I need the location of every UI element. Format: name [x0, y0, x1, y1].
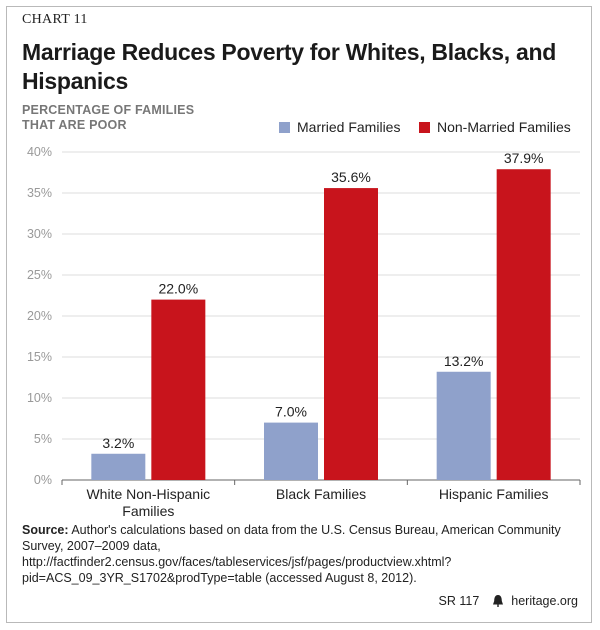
- y-tick-label: 35%: [27, 186, 52, 200]
- bar: [151, 299, 206, 480]
- data-label: 35.6%: [331, 169, 371, 185]
- source-label: Source:: [22, 523, 69, 537]
- chart-number: CHART 11: [22, 12, 88, 27]
- data-label: 7.0%: [275, 404, 307, 420]
- source-note: Source: Author's calculations based on d…: [22, 522, 582, 586]
- legend-swatch-married: [279, 121, 290, 133]
- bar: [436, 371, 491, 480]
- data-label: 37.9%: [504, 150, 544, 166]
- legend-label-non-married: Non-Married Families: [437, 119, 571, 135]
- legend-swatch-non-married: [419, 121, 430, 133]
- data-label: 13.2%: [444, 353, 484, 369]
- y-tick-label: 40%: [27, 145, 52, 159]
- report-id: SR 117: [438, 594, 480, 608]
- source-text: Author's calculations based on data from…: [22, 523, 561, 585]
- y-tick-label: 0%: [34, 473, 52, 487]
- y-tick-label: 10%: [27, 391, 52, 405]
- bar: [324, 188, 378, 480]
- y-tick-label: 25%: [27, 268, 52, 282]
- y-tick-label: 20%: [27, 309, 52, 323]
- x-tick-label: Black Families: [276, 486, 366, 502]
- site-name: heritage.org: [511, 594, 578, 608]
- y-tick-label: 30%: [27, 227, 52, 241]
- y-tick-label: 15%: [27, 350, 52, 364]
- y-tick-label: 5%: [34, 432, 52, 446]
- x-tick-label: Families: [122, 503, 174, 519]
- x-tick-label: Hispanic Families: [439, 486, 549, 502]
- chart-title: Marriage Reduces Poverty for Whites, Bla…: [22, 39, 556, 94]
- bar: [91, 453, 146, 480]
- y-axis-title: PERCENTAGE OF FAMILIES THAT ARE POOR: [22, 103, 195, 132]
- liberty-bell-icon: [493, 595, 504, 607]
- chart-frame: [6, 6, 592, 623]
- data-label: 22.0%: [158, 281, 198, 297]
- footer: SR 117 heritage.org: [439, 594, 578, 608]
- bar: [496, 169, 551, 480]
- legend-item-non-married: Non-Married Families: [419, 119, 571, 135]
- legend-item-married: Married Families: [279, 119, 400, 135]
- data-label: 3.2%: [102, 435, 134, 451]
- bar: [264, 422, 318, 480]
- x-tick-label: White Non-Hispanic: [86, 486, 210, 502]
- legend-label-married: Married Families: [297, 119, 401, 135]
